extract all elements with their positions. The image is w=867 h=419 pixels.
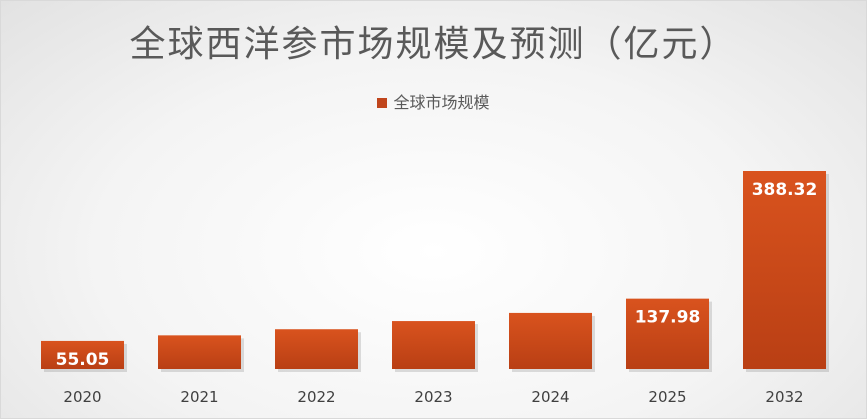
x-tick-label-2022: 2022 — [297, 388, 335, 406]
x-tick-label-2025: 2025 — [648, 388, 686, 406]
bar-2023[interactable] — [392, 321, 475, 369]
bar-2022[interactable] — [275, 329, 358, 369]
x-tick-label-2021: 2021 — [180, 388, 218, 406]
bar-2025[interactable] — [626, 298, 709, 369]
x-tick-label-2020: 2020 — [63, 388, 101, 406]
x-tick-label-2032: 2032 — [765, 388, 803, 406]
legend-swatch — [377, 97, 388, 108]
bar-2024[interactable] — [509, 312, 592, 369]
data-label-2025: 137.98 — [635, 308, 701, 328]
legend-label: 全球市场规模 — [393, 93, 490, 112]
data-label-2020: 55.05 — [56, 350, 110, 370]
bar-2032[interactable] — [743, 171, 826, 369]
x-tick-label-2023: 2023 — [414, 388, 452, 406]
bar-2021[interactable] — [158, 335, 241, 369]
chart-title: 全球西洋参市场规模及预测（亿元） — [129, 24, 738, 65]
legend: 全球市场规模 — [1, 89, 866, 113]
x-tick-label-2024: 2024 — [531, 388, 569, 406]
bar-2020[interactable] — [41, 340, 124, 369]
data-label-2032: 388.32 — [752, 180, 818, 200]
